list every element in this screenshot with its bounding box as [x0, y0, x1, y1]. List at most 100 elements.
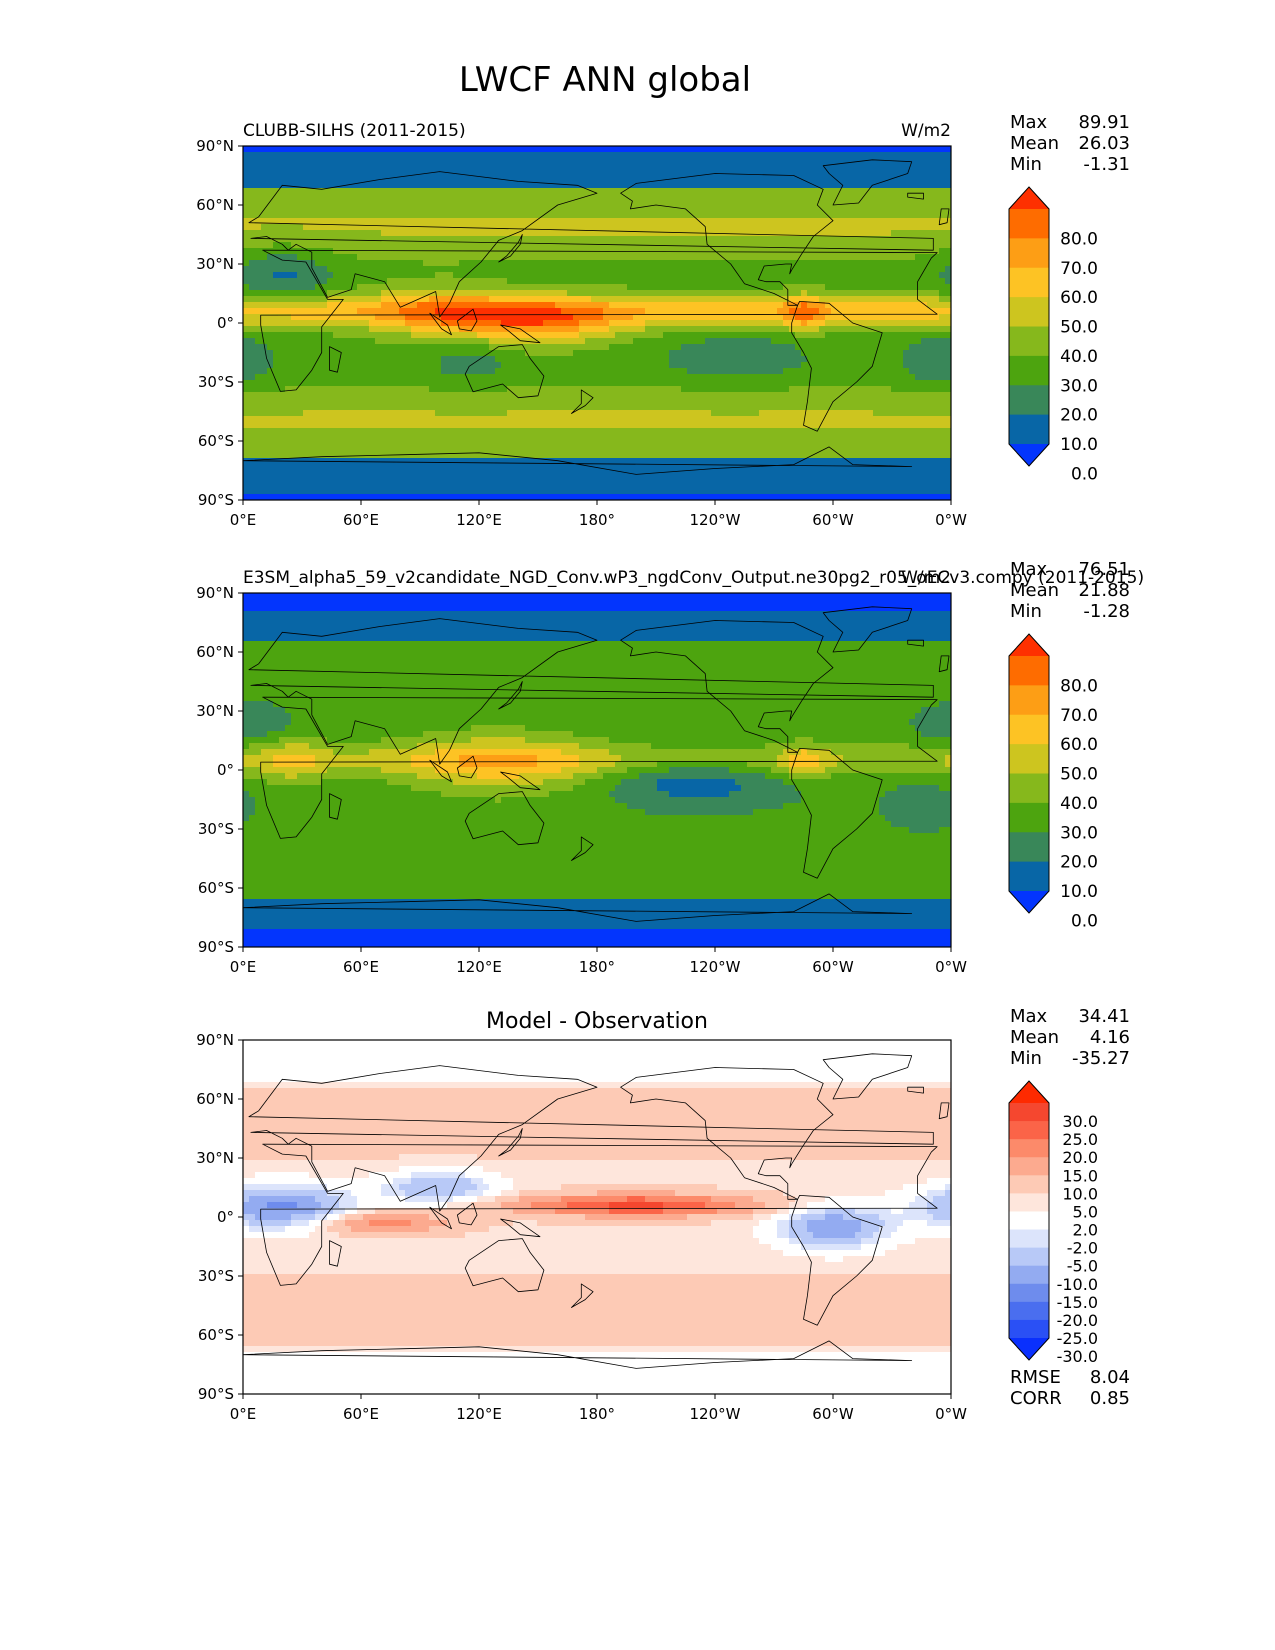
stats-block: Max 34.41 Mean 4.16 Min -35.27 RMSE 8.04 CORR 0.8… [1010, 1006, 1130, 1409]
stat-label-corr: CORR [1010, 1388, 1062, 1409]
stat-label-mean: Mean [1010, 1027, 1059, 1048]
colorbar-label: 60.0 [1060, 735, 1098, 755]
stat-value-mean: 21.88 [1078, 580, 1130, 601]
y-tick-label: 0° [217, 1208, 234, 1226]
x-tick-label: 0°W [935, 511, 967, 529]
x-tick-label: 120°W [690, 1405, 741, 1423]
stat-label-min: Min [1010, 154, 1042, 175]
y-tick-label: 60°N [196, 643, 234, 661]
colorbar-label: 50.0 [1060, 765, 1098, 785]
panel-units: W/m2 [901, 121, 951, 141]
panel-units: W/m2 [901, 568, 951, 588]
x-tick-label: 60°W [812, 958, 854, 976]
colorbar-label: -15.0 [1057, 1293, 1098, 1312]
y-tick-label: 90°N [196, 1031, 234, 1049]
x-tick-label: 60°E [343, 1405, 379, 1423]
coastlines [243, 1053, 950, 1369]
colorbar-label: 30.0 [1062, 1112, 1098, 1131]
stat-label-max: Max [1010, 1006, 1048, 1027]
y-tick-label: 90°N [196, 137, 234, 155]
colorbar-label: -2.0 [1067, 1239, 1098, 1258]
coastlines [243, 159, 950, 475]
stat-label-mean: Mean [1010, 133, 1059, 154]
stat-value-min: -1.28 [1083, 601, 1130, 622]
stat-value-max: 76.51 [1078, 559, 1130, 580]
x-tick-label: 180° [579, 958, 615, 976]
colorbar-label: 0.0 [1071, 464, 1098, 484]
colorbar-label: 20.0 [1060, 406, 1098, 426]
x-tick-label: 120°E [456, 511, 502, 529]
stat-label-min: Min [1010, 1048, 1042, 1069]
y-tick-label: 60°N [196, 1090, 234, 1108]
map-field [242, 1039, 952, 1395]
colorbar: 30.025.020.015.010.05.02.0-2.0-5.0-10.0-… [1008, 1080, 1098, 1366]
panel-title-left: E3SM_alpha5_59_v2candidate_NGD_Conv.wP3_… [243, 568, 1144, 588]
y-tick-label: 60°N [196, 196, 234, 214]
map-panel-2: E3SM_alpha5_59_v2candidate_NGD_Conv.wP3_… [196, 559, 1144, 976]
x-tick-label: 180° [579, 1405, 615, 1423]
panel-title-left: CLUBB-SILHS (2011-2015) [243, 121, 466, 141]
x-tick-label: 60°W [812, 1405, 854, 1423]
x-tick-label: 0°E [230, 958, 257, 976]
colorbar-label: 20.0 [1062, 1148, 1098, 1167]
colorbar-label: 50.0 [1060, 318, 1098, 338]
x-tick-label: 120°W [690, 511, 741, 529]
map-field [242, 592, 952, 948]
colorbar-label: -10.0 [1057, 1275, 1098, 1294]
y-tick-label: 60°S [198, 1326, 234, 1344]
colorbar-label: 10.0 [1062, 1184, 1098, 1203]
x-tick-label: 180° [579, 511, 615, 529]
map-panel-1: CLUBB-SILHS (2011-2015) W/m2 0°E 60°E 120°E 1… [196, 112, 1130, 529]
colorbar-label: 80.0 [1060, 229, 1098, 249]
y-tick-label: 0° [217, 761, 234, 779]
stat-label-mean: Mean [1010, 580, 1059, 601]
colorbar-label: -5.0 [1067, 1257, 1098, 1276]
y-tick-label: 90°N [196, 584, 234, 602]
colorbar: 80.0 70.0 60.0 50.0 40.0 30.0 20.0 10.0 0.0 [1008, 633, 1098, 931]
colorbar-label: -25.0 [1057, 1329, 1098, 1348]
colorbar-label: 40.0 [1060, 347, 1098, 367]
colorbar-label: 5.0 [1073, 1202, 1098, 1221]
y-tick-label: 30°S [198, 1267, 234, 1285]
coastlines [243, 606, 950, 922]
colorbar-label: -30.0 [1057, 1347, 1098, 1366]
y-tick-label: 0° [217, 314, 234, 332]
stat-value-mean: 4.16 [1090, 1027, 1130, 1048]
stat-label-rmse: RMSE [1010, 1367, 1061, 1388]
x-tick-label: 0°W [935, 1405, 967, 1423]
map-panel-3: Model - Observation 0°E 60°E 120°E 180° 120°W… [196, 1006, 1130, 1423]
y-tick-label: 30°N [196, 702, 234, 720]
y-tick-label: 90°S [198, 1385, 234, 1403]
x-tick-label: 60°E [343, 511, 379, 529]
stat-value-min: -1.31 [1083, 154, 1130, 175]
colorbar-label: 15.0 [1062, 1166, 1098, 1185]
colorbar-label: 30.0 [1060, 823, 1098, 843]
stat-value-max: 89.91 [1078, 112, 1130, 133]
stats-block: Max 89.91 Mean 26.03 Min -1.31 [1010, 112, 1130, 175]
panel-title-center: Model - Observation [486, 1009, 708, 1034]
y-tick-label: 30°S [198, 373, 234, 391]
colorbar-label: 25.0 [1062, 1130, 1098, 1149]
stat-value-rmse: 8.04 [1090, 1367, 1130, 1388]
stat-label-min: Min [1010, 601, 1042, 622]
stat-label-max: Max [1010, 559, 1048, 580]
x-tick-label: 120°E [456, 1405, 502, 1423]
colorbar-label: 40.0 [1060, 794, 1098, 814]
colorbar-label: -20.0 [1057, 1311, 1098, 1330]
x-tick-label: 0°E [230, 1405, 257, 1423]
y-tick-label: 30°N [196, 255, 234, 273]
stat-value-mean: 26.03 [1078, 133, 1130, 154]
colorbar-label: 10.0 [1060, 882, 1098, 902]
y-tick-label: 60°S [198, 432, 234, 450]
colorbar-label: 70.0 [1060, 706, 1098, 726]
colorbar-label: 0.0 [1071, 911, 1098, 931]
x-tick-label: 120°W [690, 958, 741, 976]
colorbar-label: 70.0 [1060, 259, 1098, 279]
colorbar: 80.0 70.0 60.0 50.0 40.0 30.0 20.0 10.0 0.0 [1008, 186, 1098, 484]
colorbar-label: 20.0 [1060, 853, 1098, 873]
figure-title: LWCF ANN global [459, 60, 751, 100]
colorbar-label: 80.0 [1060, 676, 1098, 696]
y-tick-label: 90°S [198, 938, 234, 956]
colorbar-label: 30.0 [1060, 376, 1098, 396]
y-tick-label: 60°S [198, 879, 234, 897]
